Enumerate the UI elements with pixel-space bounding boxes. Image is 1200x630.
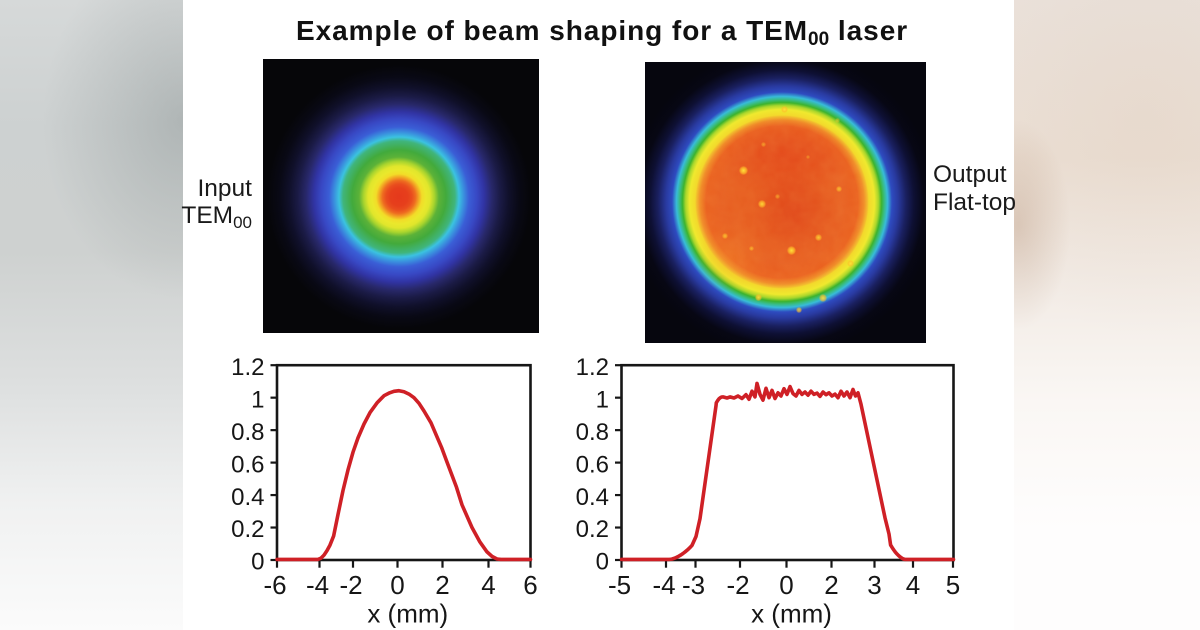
svg-text:0.8: 0.8 [576,419,609,446]
svg-text:0: 0 [390,570,404,600]
svg-text:0.8: 0.8 [231,419,264,446]
svg-text:1.2: 1.2 [576,354,609,381]
svg-text:2: 2 [824,570,838,600]
svg-text:-4: -4 [652,570,675,600]
svg-text:-2: -2 [726,570,749,600]
svg-text:0.2: 0.2 [231,516,264,543]
svg-text:-3: -3 [682,570,705,600]
svg-text:1.2: 1.2 [231,354,264,381]
svg-text:0: 0 [779,570,793,600]
svg-text:3: 3 [867,570,881,600]
svg-text:1: 1 [596,386,609,413]
svg-text:x (mm): x (mm) [751,599,832,629]
svg-text:0.6: 0.6 [576,451,609,478]
svg-text:x (mm): x (mm) [367,599,448,629]
svg-text:-2: -2 [339,570,362,600]
svg-text:5: 5 [946,570,960,600]
svg-text:4: 4 [481,570,495,600]
svg-text:-6: -6 [263,570,286,600]
svg-text:0.6: 0.6 [231,451,264,478]
svg-text:4: 4 [906,570,920,600]
svg-text:-5: -5 [608,570,631,600]
svg-text:0.4: 0.4 [231,484,264,511]
svg-text:-4: -4 [306,570,329,600]
svg-text:2: 2 [435,570,449,600]
svg-text:0.4: 0.4 [576,484,609,511]
svg-text:1: 1 [251,386,264,413]
svg-text:0.2: 0.2 [576,516,609,543]
svg-text:6: 6 [523,570,537,600]
svg-text:0: 0 [596,549,609,576]
svg-text:0: 0 [251,549,264,576]
